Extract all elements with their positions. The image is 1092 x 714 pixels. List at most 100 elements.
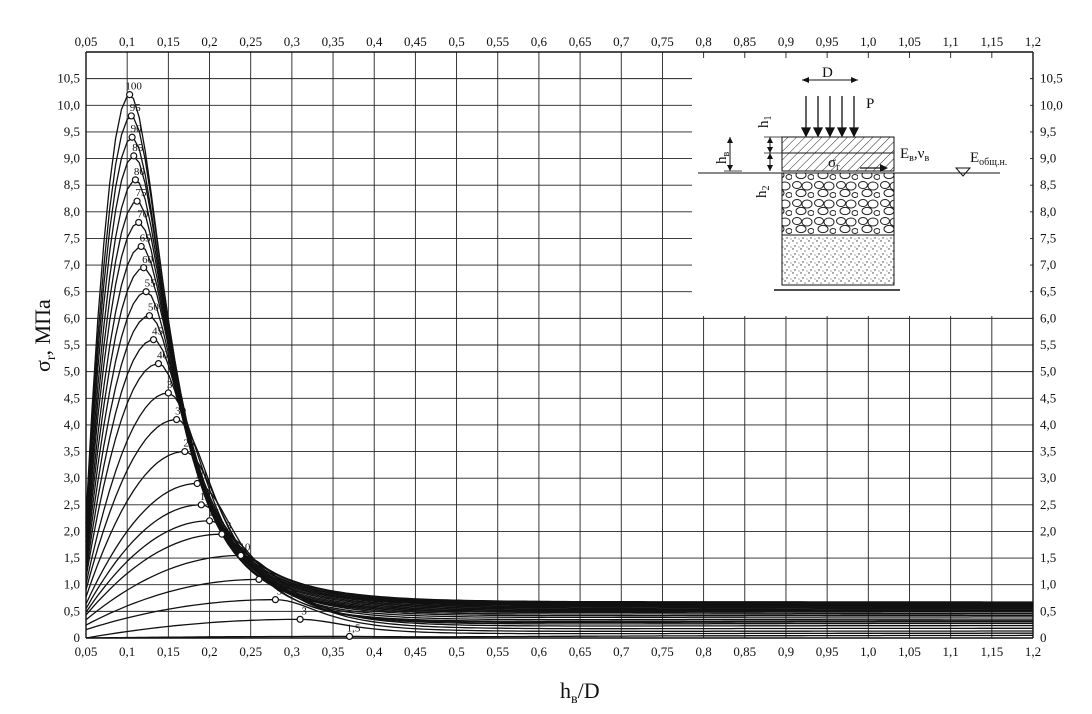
curve-45	[85, 339, 1033, 612]
curve-label: 30	[175, 406, 187, 418]
curve-label: 75	[136, 187, 148, 199]
x-tick-label-top: 0,2	[201, 34, 217, 49]
y-tick-label-right: 8,0	[1040, 204, 1056, 219]
y-tick-label-right: 7,5	[1040, 230, 1056, 245]
x-tick-label-bottom: 0,2	[201, 644, 217, 659]
curve-50	[85, 315, 1033, 611]
x-tick-label-bottom: 0,45	[404, 644, 427, 659]
curve-label: 17	[200, 491, 212, 503]
curve-7	[85, 578, 1033, 630]
x-tick-label-top: 0,75	[651, 34, 674, 49]
y-tick-label-right: 10,0	[1040, 97, 1063, 112]
peak-marker	[205, 517, 214, 525]
curve-5	[85, 598, 1033, 632]
peak-marker	[181, 447, 189, 456]
y-tick-label-left: 8,5	[64, 177, 80, 192]
curve-13	[85, 533, 1033, 625]
curve-20	[85, 482, 1033, 621]
x-tick-label-bottom: 0,1	[119, 644, 135, 659]
curves	[85, 91, 1034, 641]
y-tick-label-right: 6,0	[1040, 310, 1056, 325]
y-tick-label-left: 0	[74, 630, 81, 645]
peak-marker	[149, 336, 158, 344]
x-tick-label-top: 0,45	[404, 34, 427, 49]
x-tick-label-top: 0,5	[448, 34, 464, 49]
y-tick-label-left: 9,0	[64, 151, 80, 166]
d-label: D	[822, 65, 833, 81]
x-tick-label-bottom: 0,15	[157, 644, 180, 659]
y-tick-label-right: 5,5	[1040, 337, 1056, 352]
curve-label: 40	[157, 350, 169, 362]
x-ticks-top: 0,05 0,1 0,15 0,2 0,25 0,3 0,35 0,4 0,45 0,5 0,55 0…	[75, 34, 1042, 49]
y-tick-label-right: 7,0	[1040, 257, 1056, 272]
x-axis-title: hв/D	[560, 678, 600, 707]
curve-label: 10	[239, 541, 251, 553]
x-tick-label-bottom: 0,05	[75, 644, 98, 659]
curve-label: 7	[260, 565, 266, 577]
x-tick-label-top: 1,1	[943, 34, 959, 49]
x-tick-label-bottom: 0,55	[486, 644, 509, 659]
x-tick-label-bottom: 0,4	[366, 644, 383, 659]
y-tick-label-right: 4,0	[1040, 417, 1056, 432]
curve-40	[85, 363, 1033, 614]
y-tick-label-right: 2,5	[1040, 497, 1056, 512]
x-tick-label-top: 1,15	[980, 34, 1003, 49]
y-tick-label-right: 4,5	[1040, 390, 1056, 405]
y-tick-label-right: 10,5	[1040, 71, 1063, 86]
y-tick-label-left: 6,5	[64, 284, 80, 299]
x-tick-label-top: 0,15	[157, 34, 180, 49]
p-label: P	[866, 96, 874, 112]
x-tick-label-bottom: 0,25	[239, 644, 262, 659]
y-tick-label-right: 6,5	[1040, 284, 1056, 299]
x-tick-label-bottom: 0,8	[695, 644, 711, 659]
x-tick-label-bottom: 0,5	[448, 644, 464, 659]
y-ticks-left: 0 0,5 1,0 1,5 2,0 2,5 3,0 3,5 4,0 4,5 5,0 5,5 6,0 6,5…	[57, 71, 80, 645]
y-tick-label-left: 4,5	[64, 390, 80, 405]
peak-marker	[154, 360, 163, 368]
peak-marker	[255, 575, 263, 584]
x-tick-label-top: 1,0	[860, 34, 876, 49]
curve-3	[85, 618, 1033, 639]
x-tick-label-bottom: 0,3	[284, 644, 300, 659]
x-tick-label-bottom: 0,7	[613, 644, 630, 659]
x-tick-label-top: 0,3	[284, 34, 300, 49]
peak-marker	[237, 551, 245, 560]
curve-label: 5	[277, 586, 283, 598]
hv-label: hв	[714, 152, 732, 165]
curve-55	[85, 291, 1033, 610]
ev-label: Eв,νв	[900, 146, 929, 164]
y-tick-label-right: 3,5	[1040, 444, 1056, 459]
curve-label: 100	[125, 81, 142, 93]
second-layer	[781, 152, 895, 172]
peak-marker	[218, 530, 226, 538]
x-tick-label-bottom: 1,15	[980, 644, 1003, 659]
curve-70	[85, 221, 1033, 607]
peak-marker	[197, 501, 205, 509]
peak-marker	[127, 112, 135, 120]
x-tick-label-top: 0,1	[119, 34, 135, 49]
peak-marker	[172, 415, 181, 424]
x-tick-label-top: 1,2	[1025, 34, 1041, 49]
curve-label: 85	[132, 142, 144, 154]
peak-marker	[164, 389, 172, 397]
peak-marker	[126, 91, 134, 99]
curve-label: 3	[301, 605, 307, 617]
h2-label: h2	[754, 186, 772, 199]
peak-marker	[137, 242, 145, 251]
y-tick-label-left: 5,5	[64, 337, 80, 352]
curve-label: 60	[142, 254, 154, 266]
y-tick-label-left: 7,5	[64, 230, 80, 245]
y-ticks-right: 0 0,5 1,0 1,5 2,0 2,5 3,0 3,5 4,0 4,5 5,0 5,5 6,0 6,5…	[1040, 71, 1063, 645]
y-tick-label-right: 2,0	[1040, 523, 1056, 538]
y-tick-label-left: 1,5	[64, 550, 80, 565]
curve-label: 16	[208, 507, 220, 519]
x-tick-label-top: 0,65	[569, 34, 592, 49]
ground-level-icon	[954, 167, 972, 177]
x-tick-label-bottom: 1,1	[943, 644, 959, 659]
peak-marker	[142, 288, 150, 296]
x-tick-label-bottom: 0,95	[816, 644, 839, 659]
peak-marker	[140, 264, 148, 272]
peak-marker	[271, 596, 279, 604]
y-tick-label-left: 5,0	[64, 364, 80, 379]
curve-label: 50	[148, 302, 160, 314]
